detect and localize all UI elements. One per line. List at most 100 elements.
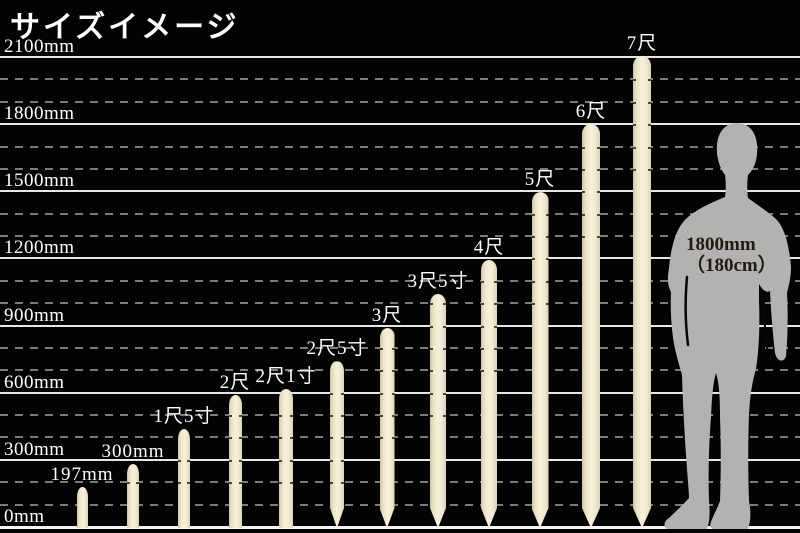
stake-notch bbox=[290, 482, 293, 485]
stake-notch bbox=[341, 482, 344, 484]
stake-notch bbox=[546, 281, 549, 283]
stake-notch bbox=[481, 348, 484, 350]
stake-notch bbox=[443, 415, 446, 417]
stake-notch bbox=[532, 214, 535, 216]
stake-length-label: 3尺5寸 bbox=[407, 270, 469, 292]
stake-notch bbox=[238, 482, 242, 485]
axis-tick-label: 1200mm bbox=[4, 237, 75, 259]
stake-notch bbox=[430, 415, 433, 417]
stake-notch bbox=[546, 258, 549, 260]
stake-notch bbox=[481, 370, 484, 372]
stake-notch bbox=[633, 169, 636, 171]
gridline-minor bbox=[0, 346, 800, 349]
stake-notch bbox=[532, 303, 535, 305]
stake-length-label: 7尺 bbox=[626, 33, 658, 55]
stake-notch bbox=[494, 370, 497, 372]
stake-notch bbox=[228, 437, 232, 440]
stake-notch bbox=[238, 459, 242, 462]
stake-notch bbox=[597, 169, 600, 171]
gridline-minor bbox=[0, 481, 800, 484]
stake-notch bbox=[341, 415, 344, 417]
stake-notch bbox=[494, 348, 497, 350]
gridline-major bbox=[0, 391, 800, 394]
person-height-label: 1800mm （180cm） bbox=[686, 234, 782, 277]
person-silhouette bbox=[664, 123, 791, 529]
stake-notch bbox=[597, 147, 600, 149]
stake-length-label: 5尺 bbox=[524, 168, 556, 190]
stake-notch bbox=[178, 459, 181, 462]
stake-notch bbox=[597, 214, 600, 216]
stake-notch bbox=[648, 147, 651, 149]
stake-bar bbox=[76, 486, 88, 528]
stake-notch bbox=[582, 236, 585, 238]
axis-tick-label: 0mm bbox=[4, 506, 45, 527]
stake-notch bbox=[481, 326, 484, 328]
stake-length-label: 6尺 bbox=[575, 101, 607, 123]
stake-notch bbox=[430, 303, 433, 305]
gridline-minor bbox=[0, 369, 800, 372]
gridline-major bbox=[0, 458, 800, 461]
stake-length-label: 2尺 bbox=[219, 372, 251, 394]
axis-tick-label: 1800mm bbox=[4, 103, 75, 125]
stake-notch bbox=[392, 393, 395, 395]
arm-gap-right bbox=[761, 294, 769, 356]
gridline-minor bbox=[0, 235, 800, 238]
stake-notch bbox=[443, 326, 446, 328]
stake-notch bbox=[633, 124, 636, 126]
stake-notch bbox=[546, 303, 549, 305]
axis-tick-label: 1500mm bbox=[4, 170, 75, 192]
stake-notch bbox=[430, 348, 433, 350]
stake-notch bbox=[127, 482, 130, 485]
stake-bar bbox=[633, 56, 651, 528]
stake-notch bbox=[633, 102, 636, 104]
gridline-major bbox=[0, 324, 800, 327]
arm-gap-left bbox=[684, 275, 690, 347]
person-body bbox=[664, 123, 791, 529]
stake-notch bbox=[228, 415, 232, 418]
stake-bar bbox=[532, 192, 549, 528]
stake-length-label: 4尺 bbox=[473, 236, 505, 258]
stake-notch bbox=[290, 459, 293, 462]
stake-notch bbox=[238, 415, 242, 418]
stake-notch bbox=[341, 460, 344, 462]
stake-notch bbox=[546, 236, 549, 238]
stake-notch bbox=[330, 482, 333, 484]
gridline-major bbox=[0, 257, 800, 260]
stake-bar bbox=[430, 294, 446, 528]
stake-notch bbox=[443, 393, 446, 395]
stake-notch bbox=[648, 79, 651, 81]
gridline-minor bbox=[0, 436, 800, 439]
stake-length-label: 1尺5寸 bbox=[153, 406, 215, 428]
stake-notch bbox=[430, 393, 433, 395]
stake-notch bbox=[330, 415, 333, 417]
stake-notch bbox=[187, 459, 190, 462]
stake-notch bbox=[228, 459, 232, 462]
stake-notch bbox=[481, 281, 484, 283]
stake-bar bbox=[178, 429, 190, 528]
stake-notch bbox=[582, 214, 585, 216]
stake-notch bbox=[279, 415, 282, 418]
gridline-minor bbox=[0, 212, 800, 215]
stake-bar bbox=[228, 395, 242, 528]
stake-notch bbox=[290, 415, 293, 418]
stake-notch bbox=[330, 460, 333, 462]
gridline-minor bbox=[0, 302, 800, 305]
axis-tick-label: 300mm bbox=[4, 438, 65, 460]
gridline-minor bbox=[0, 279, 800, 282]
stake-notch bbox=[532, 258, 535, 260]
stake-notch bbox=[330, 393, 333, 395]
stake-notch bbox=[290, 437, 293, 440]
stake-notch bbox=[279, 437, 282, 440]
axis-tick-label: 600mm bbox=[4, 371, 65, 393]
stake-length-label: 197mm bbox=[50, 463, 114, 485]
stake-notch bbox=[582, 147, 585, 149]
gridline-minor bbox=[0, 167, 800, 170]
stake-notch bbox=[380, 348, 383, 350]
gridline-minor bbox=[0, 414, 800, 417]
stake-notch bbox=[546, 214, 549, 216]
stake-notch bbox=[392, 437, 395, 439]
stake-notch bbox=[392, 348, 395, 350]
stake-notch bbox=[597, 191, 600, 193]
stake-bar bbox=[127, 463, 139, 528]
stake-bar bbox=[481, 260, 497, 528]
